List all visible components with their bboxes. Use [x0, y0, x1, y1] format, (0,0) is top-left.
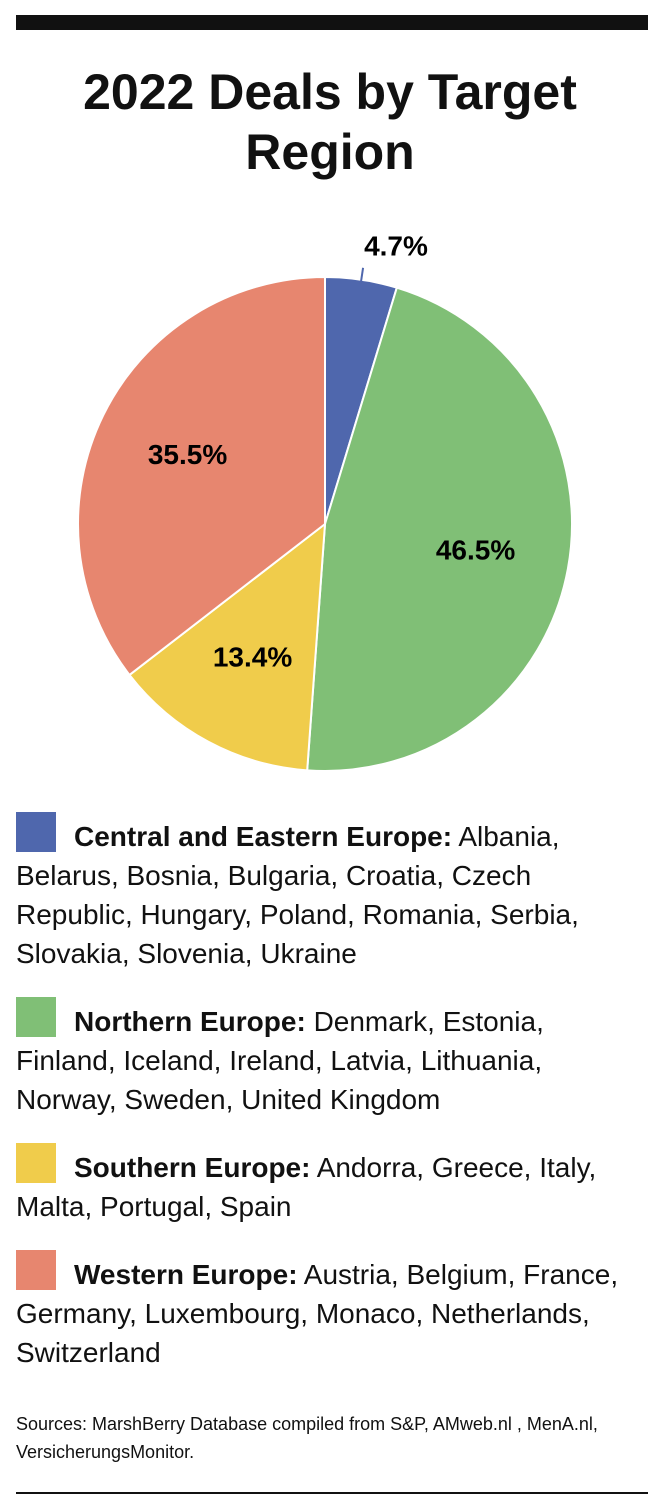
pie-chart: 4.7% 46.5% 13.4% 35.5%	[77, 230, 573, 772]
legend-swatch	[16, 1250, 56, 1290]
legend: Central and Eastern Europe: Albania, Bel…	[16, 812, 648, 1396]
legend-label: Southern Europe:	[74, 1152, 311, 1183]
pie-slice	[128, 521, 327, 772]
sources-note: Sources: MarshBerry Database compiled fr…	[16, 1414, 598, 1462]
legend-entry: Western Europe: Austria, Belgium, France…	[16, 1250, 648, 1372]
data-label: 35.5%	[148, 439, 227, 470]
legend-description: Albania, Belarus, Bosnia, Bulgaria, Croa…	[16, 821, 579, 969]
top-bar	[16, 15, 648, 30]
legend-entry: Southern Europe: Andorra, Greece, Italy,…	[16, 1143, 648, 1226]
data-label: 46.5%	[436, 534, 515, 565]
pie-slice	[77, 275, 326, 677]
data-label: 4.7%	[364, 230, 428, 261]
data-label: 13.4%	[213, 641, 292, 672]
legend-swatch	[16, 812, 56, 852]
bottom-rule	[16, 1492, 648, 1494]
legend-swatch	[16, 997, 56, 1037]
legend-swatch	[16, 1143, 56, 1183]
chart-title: 2022 Deals by Target Region	[83, 64, 577, 180]
legend-entry: Northern Europe: Denmark, Estonia, Finla…	[16, 997, 648, 1119]
leader-line	[359, 267, 365, 284]
legend-entry: Central and Eastern Europe: Albania, Bel…	[16, 812, 648, 973]
legend-label: Northern Europe:	[74, 1006, 306, 1037]
legend-description: Denmark, Estonia, Finland, Iceland, Irel…	[16, 1006, 544, 1115]
legend-label: Central and Eastern Europe:	[74, 821, 453, 852]
legend-label: Western Europe:	[74, 1259, 298, 1290]
pie-slice	[306, 286, 573, 772]
legend-description: Austria, Belgium, France, Germany, Luxem…	[16, 1259, 619, 1368]
legend-description: Andorra, Greece, Italy, Malta, Portugal,…	[16, 1152, 597, 1222]
